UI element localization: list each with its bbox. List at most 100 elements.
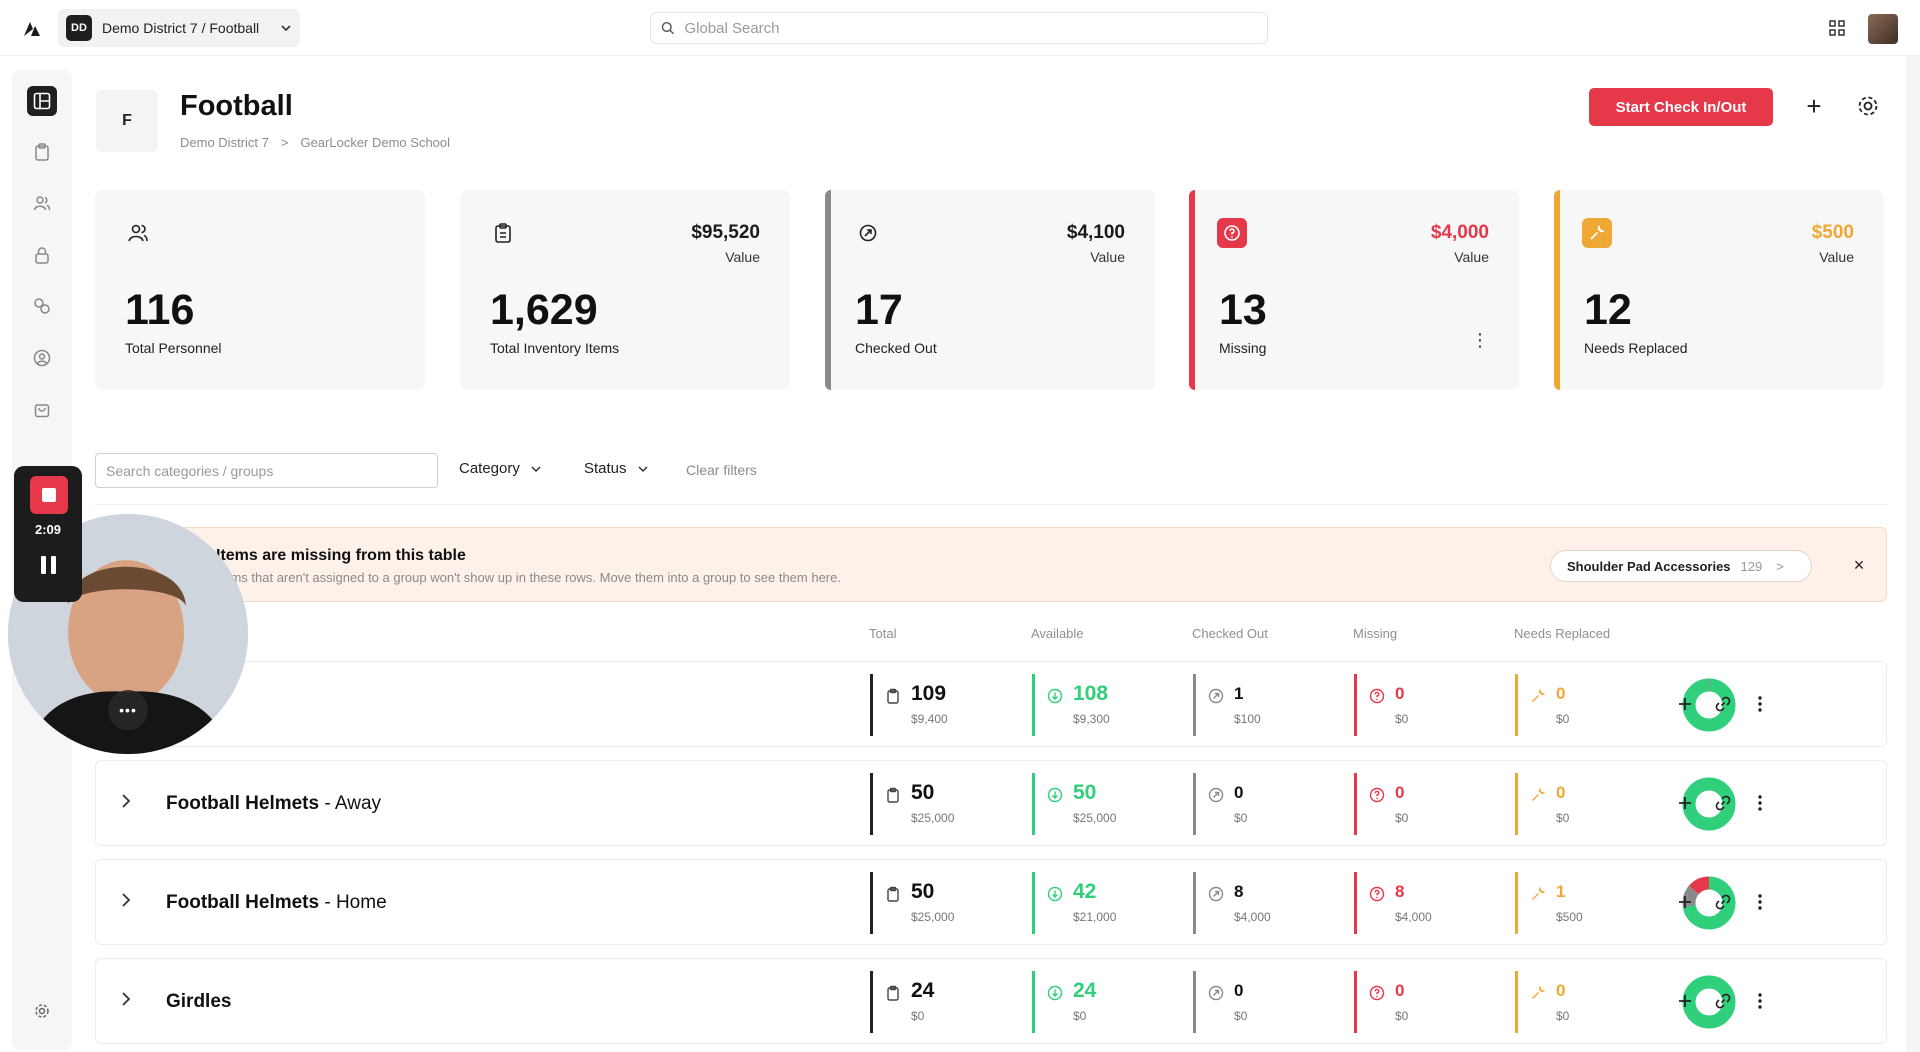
sidebar-item-check-in-out[interactable] — [27, 291, 57, 321]
metric-needs-replaced[interactable]: 0 $0 — [1515, 971, 1655, 1033]
category-search-input[interactable] — [95, 453, 438, 488]
stat-card-checked-out[interactable]: $4,100 Value 17 Checked Out — [825, 190, 1155, 390]
column-header-checked-out[interactable]: Checked Out — [1192, 626, 1268, 641]
link-icon[interactable] — [1711, 791, 1735, 815]
sidebar-item-dashboard[interactable] — [27, 86, 57, 116]
clear-filters-link[interactable]: Clear filters — [686, 462, 757, 478]
stat-card-missing[interactable]: $4,000 Value 13 Missing ⋮ — [1189, 190, 1519, 390]
status-donut-chart[interactable] — [1682, 876, 1736, 930]
kebab-menu-icon[interactable] — [1748, 890, 1772, 914]
sidebar-item-profile[interactable] — [27, 343, 57, 373]
link-icon[interactable] — [1711, 692, 1735, 716]
metric-money: $4,000 — [1395, 910, 1432, 924]
clipboard-icon — [885, 688, 901, 704]
stat-card-personnel[interactable]: 116 Total Personnel — [95, 190, 425, 390]
table-row[interactable]: Football Helmets - Home 50 $25,000 42 $21,00… — [95, 859, 1887, 945]
close-icon[interactable]: × — [1853, 554, 1865, 575]
link-icon[interactable] — [1711, 989, 1735, 1013]
unassigned-group-pill[interactable]: Shoulder Pad Accessories 129 > — [1550, 550, 1812, 582]
exchange-icon — [34, 298, 50, 314]
add-icon[interactable] — [1673, 791, 1697, 815]
column-header-missing[interactable]: Missing — [1353, 626, 1398, 641]
sidebar-item-settings[interactable] — [27, 996, 57, 1026]
stat-card-needs-replaced[interactable]: $500 Value 12 Needs Replaced — [1554, 190, 1884, 390]
metric-checked-out[interactable]: 0 $0 — [1193, 773, 1333, 835]
breadcrumb-district[interactable]: Demo District 7 — [180, 135, 269, 150]
global-search-input[interactable] — [684, 19, 1257, 37]
metric-total[interactable]: 50 $25,000 — [870, 773, 1010, 835]
metric-value: 0 — [1395, 981, 1405, 1000]
settings-gear-icon[interactable] — [1856, 94, 1880, 118]
status-donut-chart[interactable] — [1682, 678, 1736, 732]
metric-needs-replaced[interactable]: 1 $500 — [1515, 872, 1655, 934]
sidebar-item-inventory[interactable] — [27, 137, 57, 167]
apps-grid-icon[interactable] — [1828, 19, 1846, 37]
stat-label: Missing — [1219, 340, 1267, 356]
breadcrumb-school[interactable]: GearLocker Demo School — [300, 135, 451, 150]
chevron-right-icon[interactable] — [120, 991, 136, 1011]
org-switcher[interactable]: DD Demo District 7 / Football — [58, 9, 300, 47]
status-donut-chart[interactable] — [1682, 975, 1736, 1029]
group-name[interactable]: Football Helmets - Home — [166, 892, 387, 914]
column-header-available[interactable]: Available — [1031, 626, 1084, 641]
metric-needs-replaced[interactable]: 0 $0 — [1515, 674, 1655, 736]
metric-checked-out[interactable]: 0 $0 — [1193, 971, 1333, 1033]
user-avatar[interactable] — [1868, 14, 1898, 44]
chevron-right-icon[interactable] — [120, 892, 136, 912]
table-row[interactable]: Girdles 24 $0 24 $0 0 $0 0 $0 0 $0 — [95, 958, 1887, 1044]
metric-checked-out[interactable]: 8 $4,000 — [1193, 872, 1333, 934]
add-icon[interactable] — [1673, 692, 1697, 716]
metric-checked-out[interactable]: 1 $100 — [1193, 674, 1333, 736]
metric-money: $0 — [1556, 811, 1570, 825]
search-icon — [661, 21, 675, 35]
metric-total[interactable]: 24 $0 — [870, 971, 1010, 1033]
start-check-in-out-button[interactable]: Start Check In/Out — [1589, 88, 1773, 126]
metric-missing[interactable]: 0 $0 — [1354, 674, 1494, 736]
kebab-menu-icon[interactable]: ⋮ — [1471, 330, 1489, 350]
link-icon[interactable] — [1711, 890, 1735, 914]
kebab-menu-icon[interactable] — [1748, 791, 1772, 815]
top-bar: DD Demo District 7 / Football — [0, 0, 1920, 56]
metric-missing[interactable]: 0 $0 — [1354, 773, 1494, 835]
pause-icon[interactable] — [38, 556, 58, 576]
metric-missing[interactable]: 8 $4,000 — [1354, 872, 1494, 934]
group-name-primary: Girdles — [166, 991, 232, 1012]
status-donut-chart[interactable] — [1682, 777, 1736, 831]
sidebar-item-personnel[interactable] — [27, 188, 57, 218]
metric-available[interactable]: 50 $25,000 — [1032, 773, 1172, 835]
metric-needs-replaced[interactable]: 0 $0 — [1515, 773, 1655, 835]
stat-card-inventory[interactable]: $95,520 Value 1,629 Total Inventory Item… — [460, 190, 790, 390]
table-row[interactable]: Football Helmets - Away 50 $25,000 50 $25,00… — [95, 760, 1887, 846]
kebab-menu-icon[interactable] — [1748, 692, 1772, 716]
stop-recording-button[interactable] — [30, 476, 68, 514]
add-icon[interactable] — [1673, 989, 1697, 1013]
metric-value: 50 — [911, 880, 935, 903]
user-circle-icon — [33, 349, 51, 367]
metric-missing[interactable]: 0 $0 — [1354, 971, 1494, 1033]
metric-available[interactable]: 24 $0 — [1032, 971, 1172, 1033]
kebab-menu-icon[interactable] — [1748, 989, 1772, 1013]
wrench-icon — [1530, 886, 1546, 902]
app-logo-icon[interactable] — [20, 16, 44, 40]
sidebar-item-store[interactable] — [27, 394, 57, 424]
column-header-needs-replaced[interactable]: Needs Replaced — [1514, 626, 1611, 641]
category-filter[interactable]: Category — [459, 460, 542, 477]
global-search[interactable] — [650, 12, 1268, 44]
metric-available[interactable]: 42 $21,000 — [1032, 872, 1172, 934]
metric-available[interactable]: 108 $9,300 — [1032, 674, 1172, 736]
sidebar-item-lockers[interactable] — [27, 240, 57, 270]
add-icon[interactable] — [1673, 890, 1697, 914]
table-row[interactable]: 109 $9,400 108 $9,300 1 $100 0 $0 0 $0 — [95, 661, 1887, 747]
metric-total[interactable]: 50 $25,000 — [870, 872, 1010, 934]
chevron-right-icon[interactable] — [120, 793, 136, 813]
scrollbar-track[interactable] — [1906, 56, 1920, 1052]
stat-value: $4,000 — [1430, 222, 1489, 243]
metric-total[interactable]: 109 $9,400 — [870, 674, 1010, 736]
group-name[interactable]: Football Helmets - Away — [166, 793, 381, 815]
column-header-total[interactable]: Total — [869, 626, 897, 641]
status-filter[interactable]: Status — [584, 460, 649, 477]
webcam-more-icon[interactable]: ••• — [108, 690, 148, 730]
metric-money: $21,000 — [1073, 910, 1117, 924]
group-name[interactable]: Girdles — [166, 991, 231, 1013]
add-icon[interactable]: + — [1806, 90, 1822, 121]
